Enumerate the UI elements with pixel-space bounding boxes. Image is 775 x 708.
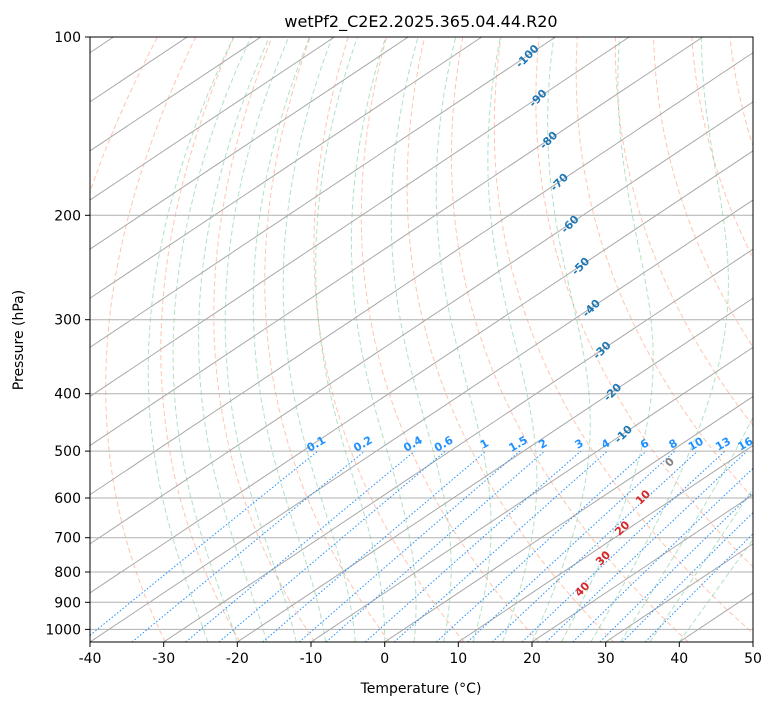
isotherm-line [90,52,753,496]
isotherm-line [90,150,753,594]
y-tick-label: 100 [54,30,81,46]
dry-adiabat-line [729,37,753,148]
x-tick-label: 40 [670,651,688,667]
y-tick-label: 600 [54,491,81,507]
dry-adiabat-line [264,37,390,642]
x-tick-label: 10 [449,651,467,667]
mixing-ratio-line [521,450,726,642]
moist-adiabat-line [649,487,753,642]
chart-title: wetPf2_C2E2.2025.365.04.44.R20 [284,12,557,32]
isotherm-line [90,37,483,299]
y-axis: 100 200 300 400 500 600 700 800 900 1000 [45,30,90,638]
dry-adiabat-line [450,37,689,642]
dry-adiabat-line [105,37,197,642]
plot-frame [89,36,754,643]
isotherm-line [90,37,409,250]
isotherm-line [310,346,753,642]
y-tick-label: 300 [54,313,81,329]
isotherm-line [90,37,704,447]
mixing-ratio-line [436,450,647,642]
moist-adiabat-line [678,538,753,642]
moist-adiabat-line [435,37,492,642]
moist-adiabat-line [390,37,452,642]
pressure-grid [90,37,753,630]
moist-adiabat-line [282,37,356,642]
x-tick-label: -40 [79,651,102,667]
x-tick-label: -20 [226,651,249,667]
moist-adiabat-line [172,37,252,642]
y-tick-label: 900 [54,595,81,611]
dry-adiabat-line [213,37,316,642]
x-tick-label: 30 [597,651,615,667]
isotherm-line [90,37,556,348]
isotherm-line [237,297,753,642]
isotherm-line [90,101,753,545]
dry-adiabat-line [653,37,753,348]
x-tick-label: -10 [300,651,323,667]
x-tick-label: -30 [152,651,175,667]
isotherm-line [90,199,753,642]
mixing-ratio-line [545,450,748,642]
mixing-ratio-label: 16 [735,434,755,453]
isotherm-line [384,395,753,642]
moist-adiabat-line [487,37,538,642]
moist-adiabat-line [590,37,729,642]
moist-adiabat-line [619,416,753,642]
y-axis-label: Pressure (hPa) [11,290,27,390]
dry-adiabat-line [160,37,241,642]
isotherm-line [458,444,753,642]
dry-adiabat-line [360,37,540,642]
mixing-ratio-line [298,450,521,642]
moist-adiabat-line [198,37,270,642]
isotherm-line [90,37,262,152]
dry-adiabat-line [575,37,753,499]
moist-adiabat-line [252,37,327,642]
y-tick-label: 700 [54,531,81,547]
isotherm-line [90,37,335,201]
y-tick-label: 200 [54,208,81,224]
mixing-ratio-line [218,450,446,642]
moist-adiabat-line [531,37,591,642]
plot-background [90,37,753,642]
isotherm-line [163,248,753,642]
x-tick-label: 20 [523,651,541,667]
isotherm-lines [90,37,753,642]
dry-adiabat-line [406,37,614,642]
dry-adiabat-line [313,37,465,642]
mixing-ratio-lines [90,450,753,642]
moist-adiabat-line [147,37,234,642]
moist-adiabat-line [350,37,417,642]
y-tick-label: 800 [54,565,81,581]
x-axis: -40 -30 -20 -10 0 10 20 30 40 50 [79,642,762,667]
mixing-ratio-line [572,467,753,642]
x-axis-label: Temperature (°C) [360,681,482,697]
mixing-ratio-line [467,450,676,642]
mixing-ratio-line [491,450,698,642]
moist-adiabat-line [561,37,654,642]
mixing-ratio-line [131,450,366,642]
dry-adiabat-line [535,37,753,568]
y-tick-label: 400 [54,387,81,403]
mixing-ratio-line [325,450,546,642]
x-tick-label: 0 [380,651,389,667]
y-tick-label: 1000 [45,622,81,638]
moist-adiabat-line [315,37,386,642]
mixing-ratio-line [185,450,416,642]
y-tick-label: 500 [54,444,81,460]
isotherm-line [531,494,753,642]
isotherm-line [90,37,630,398]
mixing-ratio-line [90,450,319,636]
x-tick-label: 50 [744,651,762,667]
mixing-ratio-line [393,450,608,642]
